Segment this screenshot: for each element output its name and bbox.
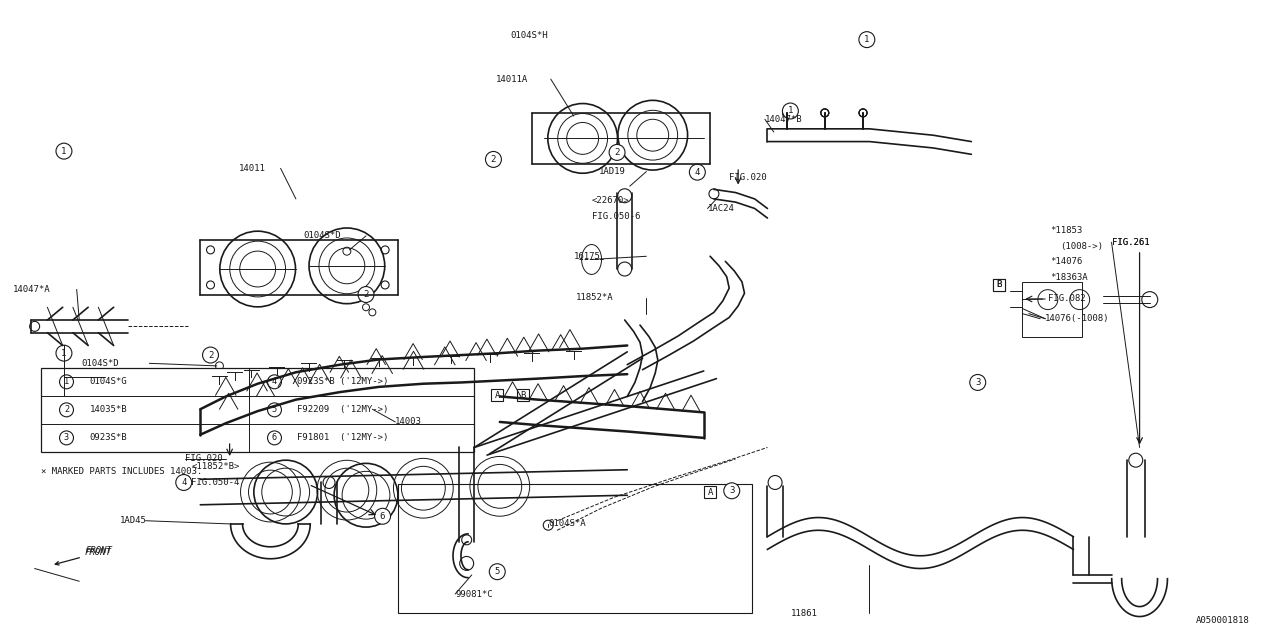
Text: A: A (708, 488, 713, 497)
Text: FIG.050-6: FIG.050-6 (591, 212, 640, 221)
Bar (704, 486, 716, 498)
Text: F91801  ('12MY->): F91801 ('12MY->) (297, 433, 389, 442)
Circle shape (268, 431, 282, 445)
Text: A: A (494, 390, 500, 400)
Text: 14035*B: 14035*B (90, 405, 127, 414)
Text: FIG.082: FIG.082 (1048, 294, 1085, 303)
Bar (517, 389, 529, 401)
Text: 14047*A: 14047*A (13, 285, 51, 294)
Bar (41, 368, 475, 452)
Text: 1: 1 (61, 349, 67, 358)
Text: 14011A: 14011A (495, 75, 529, 84)
Text: 4: 4 (695, 168, 700, 177)
Bar (492, 389, 503, 401)
Text: 0104S*D: 0104S*D (303, 232, 342, 241)
Text: 14047*B: 14047*B (765, 115, 803, 124)
Circle shape (56, 345, 72, 361)
Circle shape (60, 375, 73, 388)
Text: 2: 2 (207, 351, 214, 360)
Bar (398, 484, 753, 613)
Text: 4: 4 (271, 378, 276, 387)
Text: FIG.261: FIG.261 (1111, 237, 1149, 247)
Circle shape (489, 564, 506, 580)
Text: *11853: *11853 (1051, 227, 1083, 236)
Circle shape (175, 474, 192, 490)
Text: 2: 2 (64, 405, 69, 414)
Text: 3: 3 (730, 486, 735, 495)
Text: 3: 3 (975, 378, 980, 387)
Text: FIG.050-4: FIG.050-4 (192, 478, 239, 487)
Text: 4: 4 (180, 478, 187, 487)
Text: 0104S*A: 0104S*A (548, 520, 586, 529)
Circle shape (202, 347, 219, 363)
Text: B: B (520, 390, 525, 400)
Text: FIG.020: FIG.020 (186, 454, 223, 463)
Text: 16175: 16175 (573, 252, 600, 260)
Text: 0923S*B ('12MY->): 0923S*B ('12MY->) (297, 378, 389, 387)
Text: 0104S*D: 0104S*D (82, 359, 119, 368)
Text: 2: 2 (364, 290, 369, 299)
Text: 1: 1 (64, 378, 69, 387)
Text: 6: 6 (271, 433, 276, 442)
Text: 14011: 14011 (238, 164, 265, 173)
Bar (993, 279, 1005, 291)
Text: 2: 2 (614, 148, 620, 157)
Circle shape (485, 152, 502, 168)
Text: <22670>: <22670> (591, 196, 630, 205)
Circle shape (723, 483, 740, 499)
Circle shape (970, 374, 986, 390)
Text: 0923S*B: 0923S*B (90, 433, 127, 442)
Text: 3: 3 (64, 433, 69, 442)
Text: (1008->): (1008->) (1061, 242, 1103, 252)
Text: B: B (997, 280, 1002, 289)
Text: 14003: 14003 (396, 417, 422, 426)
Text: 0104S*H: 0104S*H (509, 31, 548, 40)
Circle shape (56, 143, 72, 159)
Text: *18363A: *18363A (1051, 273, 1088, 282)
Text: 99081*C: 99081*C (456, 589, 493, 598)
Text: *14076: *14076 (1051, 257, 1083, 266)
Text: F92209  ('12MY->): F92209 ('12MY->) (297, 405, 389, 414)
Text: 14076(-1008): 14076(-1008) (1046, 314, 1110, 323)
Text: 5: 5 (494, 567, 500, 576)
Text: 1AD45: 1AD45 (120, 516, 147, 525)
Circle shape (859, 31, 874, 47)
Text: 11852*A: 11852*A (576, 293, 614, 302)
Circle shape (60, 403, 73, 417)
Text: 1AD19: 1AD19 (599, 167, 626, 176)
Circle shape (60, 431, 73, 445)
Text: 1: 1 (787, 106, 794, 115)
Circle shape (268, 403, 282, 417)
Circle shape (782, 103, 799, 119)
Text: 5: 5 (271, 405, 276, 414)
Text: FIG.261: FIG.261 (1111, 237, 1149, 247)
Circle shape (609, 145, 625, 161)
Text: B: B (997, 280, 1002, 289)
Text: 6: 6 (380, 512, 385, 521)
Circle shape (690, 164, 705, 180)
Text: A050001818: A050001818 (1196, 616, 1249, 625)
Bar (1023, 282, 1082, 337)
Text: 1AC24: 1AC24 (708, 204, 735, 213)
Circle shape (358, 287, 374, 303)
Text: 11861: 11861 (790, 609, 817, 618)
Text: FRONT: FRONT (86, 546, 113, 555)
Text: 0104S*G: 0104S*G (90, 378, 127, 387)
Text: 2: 2 (490, 155, 497, 164)
Circle shape (268, 375, 282, 388)
Text: × MARKED PARTS INCLUDES 14003.: × MARKED PARTS INCLUDES 14003. (41, 467, 202, 476)
Circle shape (375, 508, 390, 524)
Text: FRONT: FRONT (55, 548, 111, 565)
Text: 1: 1 (864, 35, 869, 44)
Text: 1: 1 (61, 147, 67, 156)
Text: <11852*B>: <11852*B> (192, 462, 239, 471)
Text: FIG.020: FIG.020 (730, 173, 767, 182)
Bar (993, 279, 1005, 291)
